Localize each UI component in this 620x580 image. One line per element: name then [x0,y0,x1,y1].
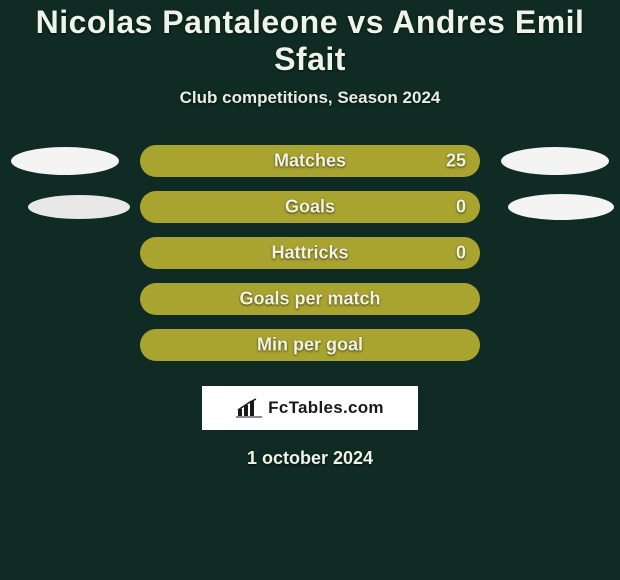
source-badge-text: FcTables.com [268,398,384,418]
player-ellipse-icon [508,194,614,220]
page-title: Nicolas Pantaleone vs Andres Emil Sfait [0,0,620,78]
stat-value: 0 [456,243,466,264]
right-avatar-slot [490,147,620,175]
stat-value: 25 [446,151,466,172]
chart-area: Matches 25 Goals 0 Hattricks 0 Goals per match… [0,138,620,368]
stat-row: Min per goal [0,322,620,368]
right-avatar-slot [490,194,620,220]
stat-bar: Min per goal [140,329,480,361]
stat-bar: Goals 0 [140,191,480,223]
stat-row: Goals per match [0,276,620,322]
player-ellipse-icon [11,147,119,175]
left-avatar-slot [0,147,130,175]
stat-row: Matches 25 [0,138,620,184]
player-ellipse-icon [28,195,130,219]
stat-label: Goals [285,197,335,218]
source-badge: FcTables.com [202,386,418,430]
stat-row: Hattricks 0 [0,230,620,276]
bar-chart-icon [236,398,262,418]
page-subtitle: Club competitions, Season 2024 [0,88,620,108]
stat-value: 0 [456,197,466,218]
stat-bar: Hattricks 0 [140,237,480,269]
stat-label: Goals per match [239,289,380,310]
stat-bar: Goals per match [140,283,480,315]
player-ellipse-icon [501,147,609,175]
stat-label: Matches [274,151,346,172]
stat-bar: Matches 25 [140,145,480,177]
comparison-infographic: Nicolas Pantaleone vs Andres Emil Sfait … [0,0,620,580]
stat-row: Goals 0 [0,184,620,230]
stat-label: Hattricks [271,243,348,264]
stat-label: Min per goal [257,335,363,356]
date-text: 1 october 2024 [0,448,620,469]
left-avatar-slot [0,195,130,219]
